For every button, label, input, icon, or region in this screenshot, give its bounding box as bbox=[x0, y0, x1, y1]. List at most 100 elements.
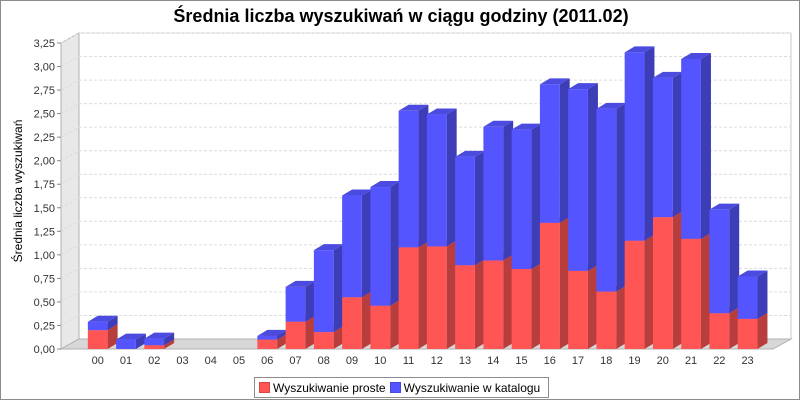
grid-line-side bbox=[60, 315, 80, 326]
bar-front bbox=[370, 187, 391, 306]
bar-top bbox=[257, 329, 288, 336]
bar-side bbox=[616, 285, 627, 349]
bar-front bbox=[426, 114, 447, 247]
bar-front bbox=[257, 339, 278, 349]
y-tick-label: 0,75 bbox=[34, 273, 55, 285]
bar-front bbox=[483, 260, 504, 349]
bar-front bbox=[511, 129, 532, 269]
bar-wyszukiwanie-w-katalogu-07 bbox=[285, 280, 316, 322]
bar-front bbox=[568, 89, 588, 271]
bar-side bbox=[700, 232, 711, 349]
bar-top bbox=[737, 270, 768, 277]
chart-title: Średnia liczba wyszukiwań w ciągu godzin… bbox=[173, 5, 628, 26]
bar-top bbox=[568, 83, 598, 90]
x-tick-label: 13 bbox=[459, 355, 471, 367]
y-tick-label: 0,00 bbox=[34, 344, 55, 356]
y-tick-label: 1,75 bbox=[34, 179, 55, 191]
bar-front bbox=[624, 240, 645, 349]
bar-side bbox=[333, 326, 344, 349]
bar-top bbox=[596, 102, 627, 109]
bar-wyszukiwanie-proste-22 bbox=[709, 307, 740, 349]
bar-side bbox=[757, 312, 768, 349]
bar-front bbox=[257, 335, 278, 340]
y-axis-label: Średnia liczba wyszukiwań bbox=[10, 120, 25, 263]
bar-top bbox=[342, 189, 372, 196]
x-tick-label: 14 bbox=[487, 355, 499, 367]
bar-side bbox=[361, 189, 372, 298]
legend-item: Wyszukiwanie proste bbox=[259, 381, 386, 395]
bar-side bbox=[503, 120, 514, 261]
bar-wyszukiwanie-proste-16 bbox=[539, 216, 570, 349]
bar-front bbox=[681, 238, 701, 349]
bar-wyszukiwanie-proste-10 bbox=[370, 299, 401, 349]
bar-wyszukiwanie-w-katalogu-10 bbox=[370, 181, 401, 306]
grid-line-side bbox=[60, 103, 80, 115]
bar-wyszukiwanie-proste-19 bbox=[624, 234, 655, 349]
bar-side bbox=[305, 315, 316, 349]
bar-side bbox=[616, 102, 627, 292]
bar-side bbox=[503, 254, 514, 349]
bar-front bbox=[568, 270, 588, 349]
bar-top bbox=[511, 123, 542, 130]
bar-wyszukiwanie-w-katalogu-12 bbox=[426, 108, 457, 247]
bar-wyszukiwanie-w-katalogu-17 bbox=[568, 83, 598, 271]
grid-line-side bbox=[60, 220, 80, 232]
bar-wyszukiwanie-w-katalogu-19 bbox=[624, 46, 655, 241]
bar-top bbox=[370, 181, 401, 188]
bar-side bbox=[587, 83, 598, 271]
bar-side bbox=[474, 259, 485, 349]
y-tick-label: 0,25 bbox=[34, 320, 55, 332]
bar-wyszukiwanie-w-katalogu-14 bbox=[483, 120, 514, 261]
bar-front bbox=[709, 209, 730, 314]
bar-side bbox=[446, 108, 457, 247]
bar-front bbox=[681, 59, 701, 239]
bar-wyszukiwanie-w-katalogu-23 bbox=[737, 270, 768, 319]
bar-side bbox=[135, 333, 146, 349]
y-tick-labels: 0,00 0,25 0,50 0,75 1,00 1,25 1,50 1,75 2,00 2,25… bbox=[34, 38, 61, 356]
bar-side bbox=[418, 241, 429, 349]
bar-wyszukiwanie-proste-20 bbox=[652, 211, 683, 349]
x-tick-label: 22 bbox=[713, 355, 725, 367]
bar-top bbox=[624, 46, 655, 53]
bar-wyszukiwanie-w-katalogu-11 bbox=[398, 104, 429, 248]
bar-front bbox=[455, 265, 475, 349]
bar-side bbox=[474, 150, 485, 266]
bar-wyszukiwanie-w-katalogu-09 bbox=[342, 189, 372, 298]
y-tick-label: 1,50 bbox=[34, 203, 55, 215]
grid-line-side bbox=[60, 79, 80, 91]
bar-front bbox=[596, 291, 617, 349]
bar-top bbox=[116, 333, 146, 340]
bar-front bbox=[342, 297, 362, 349]
bar-wyszukiwanie-proste-18 bbox=[596, 285, 627, 349]
grid-line-side bbox=[60, 244, 80, 256]
x-tick-label: 12 bbox=[431, 355, 443, 367]
bar-wyszukiwanie-w-katalogu-02 bbox=[144, 332, 175, 346]
legend-label: Wyszukiwanie proste bbox=[273, 380, 386, 395]
bar-top bbox=[539, 78, 570, 85]
x-tick-label: 10 bbox=[374, 355, 386, 367]
bar-front bbox=[285, 286, 306, 322]
bar-wyszukiwanie-w-katalogu-22 bbox=[709, 203, 740, 314]
grid-line-side bbox=[60, 267, 80, 279]
x-tick-label: 07 bbox=[289, 355, 301, 367]
bar-top bbox=[709, 203, 740, 210]
x-tick-label: 18 bbox=[600, 355, 612, 367]
bar-side bbox=[277, 329, 288, 340]
bar-front bbox=[285, 321, 306, 349]
bar-top bbox=[285, 280, 316, 287]
grid-line-side bbox=[60, 126, 80, 138]
bar-side bbox=[644, 46, 655, 241]
bar-front bbox=[87, 321, 108, 331]
bar-top bbox=[87, 315, 118, 322]
bar-top bbox=[455, 150, 485, 157]
x-tick-label: 11 bbox=[403, 355, 414, 367]
y-tick-label: 3,00 bbox=[34, 62, 55, 74]
bar-side bbox=[390, 181, 401, 306]
bar-front bbox=[455, 156, 475, 266]
bar-side bbox=[446, 240, 457, 349]
bar-side bbox=[559, 78, 570, 223]
grid-line-side bbox=[60, 150, 80, 162]
x-tick-label: 15 bbox=[515, 355, 527, 367]
